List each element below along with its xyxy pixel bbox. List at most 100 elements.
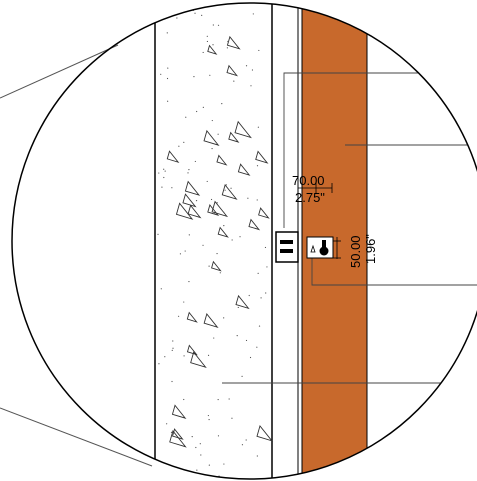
detail-circle [11, 2, 477, 480]
aggregate-dot [250, 85, 252, 87]
aggregate-dot [188, 280, 190, 283]
aggregate-dot [164, 170, 166, 172]
dim-width-in: 2.75" [295, 190, 325, 205]
aggregate-dot [248, 294, 250, 297]
aggregate-dot [202, 244, 204, 246]
aggregate-stone [203, 313, 219, 329]
aggregate-dot [210, 198, 213, 201]
aggregate-dot [249, 356, 252, 359]
aggregate-stone [237, 163, 251, 176]
aggregate-dot [212, 44, 214, 46]
aggregate-stone [169, 430, 187, 448]
aggregate-dot [157, 233, 159, 235]
aggregate-dot [213, 212, 215, 215]
aggregate-dot [223, 225, 225, 227]
aggregate-stone [226, 35, 241, 50]
aggregate-dot [172, 340, 174, 342]
aggregate-dot [231, 73, 233, 75]
aggregate-dot [188, 169, 190, 171]
aggregate-dot [206, 40, 209, 43]
aggregate-dot [265, 292, 267, 294]
aggregate [157, 9, 274, 478]
aggregate-dot [211, 147, 213, 150]
aggregate-dot [202, 106, 204, 108]
aggregate-stone [258, 207, 270, 219]
aggregate-dot [196, 110, 198, 113]
aggregate-dot [164, 356, 166, 358]
aggregate-dot [158, 172, 160, 174]
aggregate-dot [245, 65, 248, 67]
aggregate-dot [167, 475, 169, 478]
aggregate-stone [166, 150, 180, 163]
aggregate-dot [208, 265, 210, 267]
aggregate-dot [207, 414, 209, 417]
aggregate-dot [252, 13, 254, 15]
aggregate-dot [184, 250, 186, 252]
aggregate-stone [211, 200, 229, 218]
aggregate-dot [226, 47, 228, 49]
aggregate-dot [166, 9, 168, 11]
aggregate-dot [217, 133, 219, 135]
aggregate-stone [221, 183, 238, 200]
aggregate-dot [206, 180, 208, 183]
aggregate-stone [203, 129, 220, 146]
aggregate-dot [167, 67, 169, 69]
aggregate-dot [170, 431, 173, 434]
aggregate-dot [228, 398, 230, 400]
aggregate-dot [236, 335, 238, 337]
aggregate-dot [166, 32, 168, 34]
aggregate-dot [191, 435, 193, 438]
leaders [222, 72, 477, 384]
aggregate-dot [217, 24, 220, 26]
aggregate-dot [256, 346, 258, 348]
aggregate-stone [186, 311, 198, 323]
aggregate-dot [188, 234, 190, 236]
aggregate-dot [260, 297, 262, 299]
aggregate-dot [183, 301, 185, 303]
dim-width-mm: 70.00 [292, 173, 325, 188]
aggregate-dot [195, 200, 198, 202]
aggregate-dot [163, 168, 165, 170]
aggregate-dot [208, 464, 210, 466]
aggregate-dot [209, 74, 211, 76]
aggregate-dot [167, 100, 169, 102]
aggregate-dot [207, 354, 210, 356]
aggregate-dot [178, 145, 180, 147]
aggregate-dot [231, 417, 233, 419]
aggregate-dot [216, 202, 218, 204]
aggregate-stone [186, 344, 198, 356]
aggregate-dot [217, 435, 220, 437]
aggregate-dot [245, 339, 248, 342]
aggregate-dot [195, 446, 197, 449]
tangent-lines [0, 44, 153, 467]
aggregate-dot [221, 103, 223, 105]
aggregate-stone [190, 351, 207, 368]
aggregate-dot [247, 197, 249, 199]
aggregate-stone [216, 154, 228, 166]
aggregate-dot [208, 418, 210, 421]
aggregate-dot [237, 306, 239, 309]
aggregate-dot [223, 463, 225, 465]
aggregate-dot [217, 398, 219, 401]
aggregate-dot [202, 51, 204, 54]
aggregate-dot [213, 337, 215, 339]
aggregate-stone [228, 131, 240, 143]
aggregate-dot [224, 189, 226, 191]
aggregate-stone [182, 193, 197, 208]
aggregate-dot [231, 239, 233, 241]
aggregate-stone [211, 260, 222, 272]
aggregate-dot [223, 317, 225, 319]
aggregate-dot [256, 199, 258, 201]
aggregate-dot [258, 49, 260, 52]
aggregate-dot [160, 73, 162, 75]
aggregate-stone [255, 150, 269, 164]
aggregate-dot [194, 12, 196, 14]
aggregate-dot [257, 126, 259, 128]
aggregate-dot [233, 80, 235, 82]
aggregate-dot [185, 116, 187, 118]
aggregate-stone [175, 202, 194, 220]
aggregate-dot [171, 349, 173, 352]
aggregate-dot [258, 325, 261, 327]
dim-height-in: 1.96" [363, 234, 378, 264]
aggregate-dot [211, 119, 213, 122]
